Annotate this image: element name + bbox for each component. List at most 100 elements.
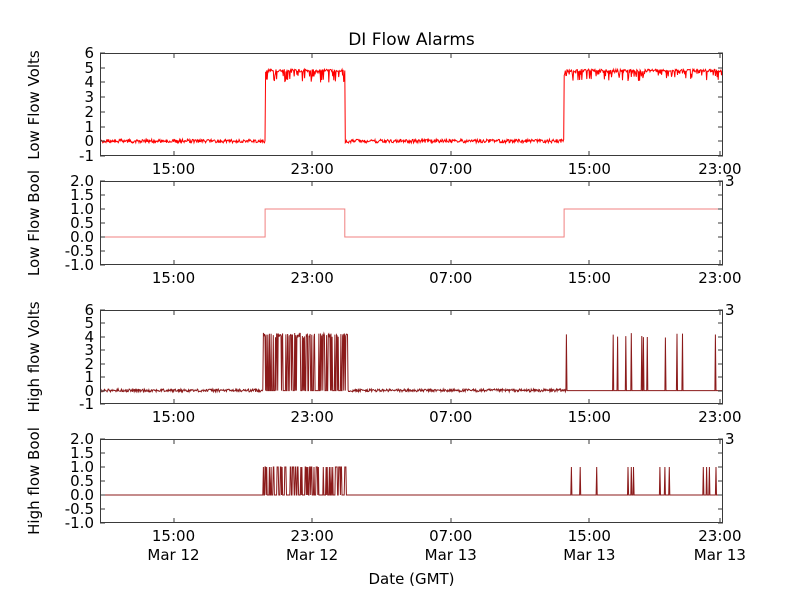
panel-2-ytick-mark-right	[718, 309, 723, 311]
panel-3-ytick-mark-right	[718, 438, 723, 440]
panel-3-xtick-label: 15:00	[151, 527, 196, 545]
panel-3-xtick-mark	[719, 439, 721, 444]
panel-0-ytick-label: 0	[84, 132, 94, 151]
panel-2-xtick-mark	[173, 310, 174, 315]
panel-2-ytick-mark	[100, 363, 105, 365]
panel-1-plot	[100, 181, 723, 265]
panel-3-ytick-label: -0.5	[64, 500, 94, 518]
panel-2-xtick-mark	[311, 399, 313, 404]
panel-2-ytick-mark-right	[718, 349, 723, 351]
panel-3-ytick-mark	[100, 480, 105, 482]
panel-3-ytick-mark-right	[718, 522, 723, 524]
panel-2-ytick-mark-right	[718, 376, 723, 378]
panel-0-xtick-mark	[450, 53, 452, 58]
panel-3-xtick-mark	[173, 518, 174, 523]
panel-1-ytick-mark-right	[718, 236, 723, 238]
panel-3-xtick-mark	[450, 439, 452, 444]
panel-1-xtick-mark	[311, 181, 313, 186]
panel-0-ytick-label: 6	[84, 44, 94, 62]
panel-2-clipped-right-label: 3	[725, 301, 735, 319]
panel-0-ytick-label: -1	[79, 147, 94, 165]
panel-0-ytick-mark	[100, 96, 105, 98]
panel-3-xtick-mark	[588, 518, 590, 523]
panel-0-ytick-label: 2	[84, 102, 94, 121]
x-axis-label: Date (GMT)	[368, 570, 455, 588]
panel-1-ytick-label: 0.0	[70, 228, 94, 246]
panel-0-xtick-label: 07:00	[429, 160, 473, 178]
panel-2-xtick-label: 07:00	[429, 408, 473, 426]
panel-2-ytick-mark-right	[718, 336, 723, 338]
panel-3-xtick-label: 23:00	[290, 527, 334, 545]
panel-0-xtick-label: 15:00	[151, 160, 196, 178]
panel-0-ytick-mark-right	[718, 96, 723, 98]
panel-3-ytick-label: 1.0	[70, 458, 94, 476]
panel-0-xtick-mark	[311, 151, 313, 156]
panel-0-ytick-mark	[100, 111, 105, 113]
panel-0-ytick-mark-right	[718, 52, 723, 54]
panel-2-ytick-mark-right	[718, 403, 723, 405]
panel-3-ylabel: High flow Bool	[25, 427, 43, 535]
panel-3-xtick-date-label: Mar 12	[286, 546, 339, 564]
panel-3-ytick-label: 0.0	[70, 486, 94, 504]
panel-0-xtick-label: 23:00	[290, 160, 334, 178]
panel-2-xtick-label: 23:00	[698, 408, 742, 426]
panel-0-xtick-mark	[311, 53, 313, 58]
panel-3-xtick-date-label: Mar 13	[693, 546, 746, 564]
panel-0-ytick-mark	[100, 140, 105, 142]
panel-1-ytick-label: 0.5	[70, 214, 94, 232]
panel-2-ytick-mark	[100, 390, 105, 392]
panel-1-ytick-label: 2.0	[70, 172, 94, 190]
panel-0-ytick-mark-right	[718, 67, 723, 69]
panel-0-ytick-mark-right	[718, 81, 723, 83]
panel-1-ytick-label: -0.5	[64, 242, 94, 260]
panel-1-xtick-label: 23:00	[698, 269, 742, 287]
panel-2-ytick-label: 0	[84, 381, 94, 400]
panel-3-xtick-mark	[311, 518, 313, 523]
panel-0-ytick-mark	[100, 67, 105, 69]
panel-2-xtick-mark	[588, 310, 590, 315]
panel-1-data-line	[100, 209, 723, 237]
panel-1-ytick-mark	[100, 250, 105, 252]
panel-2-xtick-mark	[588, 399, 590, 404]
panel-1-xtick-mark	[719, 181, 721, 186]
subplot-high-flow-bool: -1.0 -0.5 0.0 0.5 1.0 1.5 2.0 3 15:00 Mar 12 23:00…	[25, 427, 746, 564]
panel-1-ytick-mark-right	[718, 264, 723, 266]
panel-1-ytick-mark	[100, 208, 105, 210]
panel-2-plot	[100, 310, 723, 404]
panel-2-ylabel: High flow Volts	[25, 301, 43, 413]
panel-1-ylabel: Low Flow Bool	[25, 169, 43, 277]
panel-0-xtick-mark	[450, 151, 452, 156]
panel-2-ytick-mark-right	[718, 390, 723, 392]
panel-0-ytick-mark-right	[718, 155, 723, 157]
panel-3-xtick-mark	[588, 439, 590, 444]
panel-3-ytick-mark-right	[718, 480, 723, 482]
panel-2-ytick-label: 1	[84, 368, 94, 387]
panel-3-ytick-mark	[100, 452, 105, 454]
panel-2-ytick-label: 3	[84, 341, 94, 360]
panel-1-ytick-mark	[100, 222, 105, 224]
panel-0-ytick-label: 3	[84, 88, 94, 107]
panel-1-ytick-mark-right	[718, 194, 723, 196]
panel-0-xtick-mark	[719, 53, 721, 58]
panel-2-ytick-label: 6	[84, 301, 94, 319]
panel-3-xtick-mark	[311, 439, 313, 444]
panel-3-ytick-mark	[100, 438, 105, 440]
panel-3-xtick-mark	[173, 439, 174, 444]
panel-0-xtick-label: 15:00	[567, 160, 611, 178]
panel-0-plot	[100, 53, 723, 156]
panel-2-xtick-mark	[719, 310, 721, 315]
panel-3-xtick-date-label: Mar 13	[563, 546, 616, 564]
panel-1-xtick-label: 23:00	[290, 269, 334, 287]
panel-3-ytick-mark-right	[718, 466, 723, 468]
panel-0-xtick-mark	[588, 151, 590, 156]
panel-1-ytick-mark-right	[718, 222, 723, 224]
panel-1-clipped-right-label: 3	[725, 172, 735, 190]
panel-3-ytick-mark	[100, 508, 105, 510]
panel-0-ytick-label: 1	[84, 117, 94, 136]
panel-2-ytick-mark	[100, 349, 105, 351]
panel-3-xtick-mark	[450, 518, 452, 523]
panel-3-ytick-mark	[100, 494, 105, 496]
panel-1-xtick-mark	[719, 260, 721, 265]
panel-2-data-line	[100, 333, 723, 392]
